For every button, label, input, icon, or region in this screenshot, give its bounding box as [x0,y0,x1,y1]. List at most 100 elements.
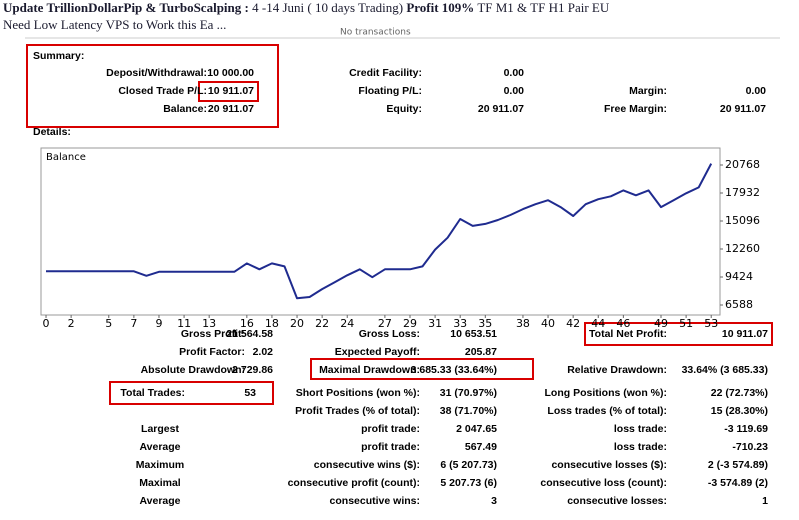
stat-value: 2.02 [253,346,274,358]
summary-value: 20 911.07 [720,103,766,115]
stat-label: Maximal Drawdown: [319,364,420,376]
highlight-box [26,44,279,128]
x-tick-label: 24 [340,317,354,330]
stat-label: consecutive losses: [567,495,667,507]
summary-value: 0.00 [504,67,525,79]
stat-value: 10 911.07 [722,328,768,340]
balance-chart: Balance 6588 9424 12260 15096 17932 20768 0 2 5 7… [40,147,760,330]
plot-area [40,147,721,316]
stat-value: 22 (72.73%) [711,387,768,399]
note: No transactions [340,28,411,38]
stat-label: consecutive wins ($): [314,459,420,471]
y-tick-label: 9424 [725,270,753,283]
stat-label: consecutive profit (count): [288,477,420,489]
title-period: 4 -14 Juni ( 10 days Trading) [252,0,403,15]
stat-value: 2 047.65 [456,423,497,435]
summary-value: 0.00 [746,85,767,97]
x-tick-label: 42 [566,317,580,330]
stat-label: Profit Factor: [179,346,245,358]
title-rest: TF M1 & TF H1 Pair EU [477,0,610,15]
x-tick-label: 35 [478,317,492,330]
balance-line [46,163,713,300]
x-tick-label: 13 [202,317,216,330]
highlight-box [310,358,534,380]
post-title: Update TrillionDollarPip & TurboScalping… [3,0,610,15]
x-tick-label: 22 [315,317,329,330]
stat-label: consecutive loss (count): [540,477,667,489]
x-tick-label: 0 [43,317,50,330]
stat-value: 10 653.51 [450,328,497,340]
summary-value: 10 000.00 [207,67,254,79]
summary-label: Closed Trade P/L: [118,85,207,97]
y-tick-label: 15096 [725,214,760,227]
x-tick-label: 51 [679,317,693,330]
x-tick-label: 53 [704,317,718,330]
stat-label: loss trade: [614,423,667,435]
summary-value: 20 911.07 [208,103,254,115]
stat-label: Average [139,441,180,453]
stat-label: Total Trades: [120,387,185,399]
x-tick-label: 9 [155,317,162,330]
stat-label: consecutive wins: [330,495,420,507]
stat-value: 38 (71.70%) [440,405,497,417]
stat-label: profit trade: [361,423,420,435]
stat-label: consecutive losses ($): [551,459,667,471]
summary-label: Margin: [629,85,667,97]
x-tick-label: 7 [130,317,137,330]
stat-label: profit trade: [361,441,420,453]
summary-label: Credit Facility: [349,67,422,79]
stat-value: 6 (5 207.73) [440,459,497,471]
post-subtitle: Need Low Latency VPS to Work this Ea ... [3,17,226,32]
stat-label: Relative Drawdown: [567,364,667,376]
stat-value: 31 (70.97%) [440,387,497,399]
stat-value: 2 (-3 574.89) [708,459,768,471]
stat-value: 1 [762,495,768,507]
details-title: Details: [33,126,71,138]
stat-value: 3 685.33 (33.64%) [411,364,497,376]
y-tick-label: 6588 [725,298,753,311]
stat-label: Loss trades (% of total): [547,405,667,417]
title-profit: Profit 109% [406,0,474,15]
stat-value: -3 574.89 (2) [708,477,768,489]
stat-label: Absolute Drawdown: [141,364,245,376]
stat-value: 15 (28.30%) [711,405,768,417]
x-tick-label: 11 [177,317,191,330]
stat-value: 567.49 [465,441,497,453]
x-tick-label: 33 [453,317,467,330]
x-tick-label: 44 [591,317,605,330]
highlight-box [109,381,274,405]
stat-label: Maximal [139,477,181,489]
stat-value: 2 729.86 [232,364,273,376]
summary-label: Floating P/L: [358,85,422,97]
x-tick-label: 18 [265,317,279,330]
stat-value: 205.87 [465,346,497,358]
stat-value: -710.23 [732,441,768,453]
summary-title: Summary: [33,50,84,62]
highlight-box [584,322,773,346]
summary-value: 0.00 [504,85,525,97]
stat-label: Largest [141,423,179,435]
stat-value: 21 564.58 [226,328,273,340]
x-tick-label: 5 [105,317,112,330]
x-tick-label: 46 [616,317,630,330]
highlight-box [198,81,259,102]
y-tick-label: 17932 [725,186,760,199]
summary-label: Free Margin: [604,103,667,115]
x-tick-label: 2 [68,317,75,330]
summary-label: Equity: [386,103,422,115]
x-tick-label: 16 [240,317,254,330]
x-tick-label: 27 [378,317,392,330]
y-tick-label: 20768 [725,158,760,171]
stat-value: 3 [491,495,497,507]
stat-value: 5 207.73 (6) [440,477,497,489]
summary-value: 10 911.07 [208,85,254,97]
stat-label: loss trade: [614,441,667,453]
stat-value: 53 [244,387,256,399]
summary-value: 20 911.07 [478,103,524,115]
x-tick-label: 20 [290,317,304,330]
stat-value: -3 119.69 [724,423,768,435]
x-tick-label: 29 [403,317,417,330]
stat-label: Long Positions (won %): [545,387,667,399]
x-tick-label: 31 [428,317,442,330]
